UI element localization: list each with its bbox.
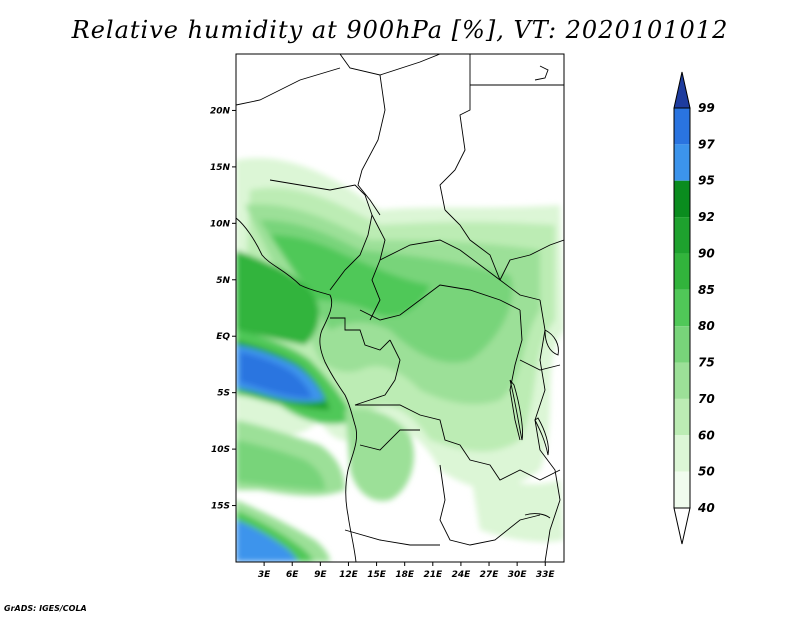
lat-label: 15N (210, 163, 231, 173)
longitude-labels: 3E 6E 9E 12E 15E 18E 21E 24E 27E 30E 33E (258, 570, 556, 580)
lon-label: 33E (536, 570, 556, 580)
humidity-field (236, 54, 564, 562)
lat-label: 10N (210, 219, 231, 229)
lon-label: 18E (395, 570, 415, 580)
colorbar-swatch (674, 180, 690, 218)
colorbar-bottom-arrow (673, 507, 691, 545)
lon-label: 21E (423, 570, 443, 580)
colorbar-swatch (674, 435, 690, 472)
colorbar-swatch (674, 471, 690, 508)
country-borders (236, 54, 564, 562)
colorbar-label: 97 (698, 137, 715, 151)
colorbar-label: 60 (698, 428, 715, 442)
lat-label: 5S (217, 389, 230, 399)
colorbar-swatch (674, 326, 690, 363)
colorbar-label: 90 (698, 246, 715, 260)
latitude-labels: 20N 15N 10N 5N EQ 5S 10S 15S (210, 106, 231, 511)
lat-label: 15S (211, 502, 230, 512)
colorbar-label: 92 (698, 210, 715, 224)
colorbar-label: 40 (697, 501, 715, 515)
colorbar-swatch (674, 398, 690, 436)
colorbar-swatch (674, 217, 690, 254)
lon-label: 12E (339, 570, 359, 580)
lon-label: 30E (508, 570, 528, 580)
colorbar-swatch (674, 144, 690, 181)
colorbar-swatch (674, 362, 690, 399)
colorbar-label: 80 (698, 319, 715, 333)
colorbar-label: 95 (698, 174, 715, 188)
grads-credit: GrADS: IGES/COLA (4, 604, 87, 613)
colorbar: 99 97 95 92 90 85 80 75 70 60 50 40 (673, 71, 715, 545)
colorbar-label: 85 (698, 283, 715, 297)
map-frame (235, 53, 565, 563)
lon-label: 3E (258, 570, 271, 580)
colorbar-swatch (674, 253, 690, 290)
map-title: Relative humidity at 900hPa [%], VT: 202… (71, 16, 729, 44)
colorbar-label: 70 (698, 392, 715, 406)
axis-ticks (232, 109, 546, 566)
lon-label: 15E (367, 570, 387, 580)
lon-label: 24E (452, 570, 472, 580)
lon-label: 9E (314, 570, 327, 580)
lat-label: 10S (211, 445, 230, 455)
colorbar-swatch (674, 108, 690, 145)
colorbar-label: 50 (698, 465, 715, 479)
colorbar-label: 99 (698, 101, 715, 115)
lat-label: 5N (216, 276, 230, 286)
lon-label: 6E (286, 570, 299, 580)
lat-label: 20N (210, 106, 231, 116)
lat-label: EQ (216, 332, 230, 342)
colorbar-outline (673, 107, 691, 509)
colorbar-label: 75 (698, 356, 715, 370)
lon-label: 27E (480, 570, 500, 580)
colorbar-swatch (674, 289, 690, 327)
colorbar-top-arrow (673, 71, 691, 109)
